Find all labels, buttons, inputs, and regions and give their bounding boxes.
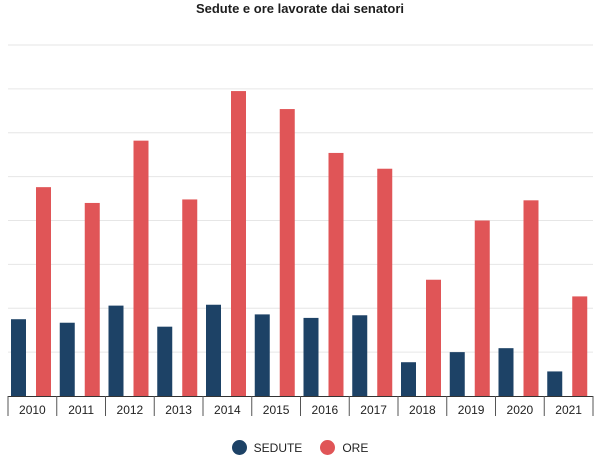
bar-ore-2011: [84, 202, 100, 396]
x-tick-label-2018: 2018: [409, 403, 436, 417]
bar-ore-2021: [572, 296, 588, 396]
bar-ore-2019: [474, 220, 490, 396]
x-tick-label-2015: 2015: [263, 403, 290, 417]
bar-chart: 2010 2011 2012 2013 2014 2015 2016 2017 2018 2019…: [7, 44, 594, 417]
x-tick-label-2017: 2017: [360, 403, 387, 417]
bar-sedute-2011: [59, 322, 75, 396]
legend-label-ore: ORE: [342, 440, 369, 455]
bar-sedute-2010: [11, 319, 26, 396]
bar-sedute-2018: [401, 362, 416, 396]
bar-sedute-2013: [157, 326, 173, 396]
legend-swatch-sedute: [231, 440, 247, 455]
bar-sedute-2017: [352, 315, 368, 396]
bar-sedute-2021: [547, 371, 563, 396]
bar-sedute-2015: [254, 314, 270, 396]
legend-item-sedute: SEDUTE: [231, 440, 303, 455]
bar-ore-2020: [523, 200, 539, 396]
legend-label-sedute: SEDUTE: [253, 440, 303, 455]
bar-ore-2014: [231, 91, 246, 396]
bar-sedute-2012: [108, 305, 124, 396]
x-tick-label-2016: 2016: [312, 403, 339, 417]
bar-ore-2016: [328, 152, 344, 396]
x-tick-label-2014: 2014: [214, 403, 241, 417]
legend-item-ore: ORE: [320, 440, 368, 455]
x-tick-label-2020: 2020: [507, 403, 534, 417]
bar-ore-2015: [279, 109, 295, 397]
x-tick-label-2021: 2021: [555, 403, 582, 417]
legend-swatch-ore: [320, 440, 336, 455]
bar-ore-2018: [426, 279, 441, 396]
chart-title: Sedute e ore lavorate dai senatori: [195, 1, 405, 16]
x-tick-label-2013: 2013: [165, 403, 192, 417]
bar-ore-2017: [377, 168, 393, 396]
legend: SEDUTE ORE: [0, 440, 600, 455]
bar-sedute-2020: [498, 348, 514, 396]
bar-sedute-2019: [449, 352, 465, 396]
bar-ore-2013: [182, 199, 198, 396]
x-tick-label-2019: 2019: [458, 403, 485, 417]
bar-ore-2010: [36, 187, 51, 396]
x-tick-label-2012: 2012: [117, 403, 144, 417]
x-tick-label-2011: 2011: [68, 403, 94, 417]
x-tick-label-2010: 2010: [19, 403, 46, 417]
bar-sedute-2016: [303, 317, 319, 396]
bar-ore-2012: [133, 140, 149, 396]
bar-sedute-2014: [206, 304, 221, 396]
